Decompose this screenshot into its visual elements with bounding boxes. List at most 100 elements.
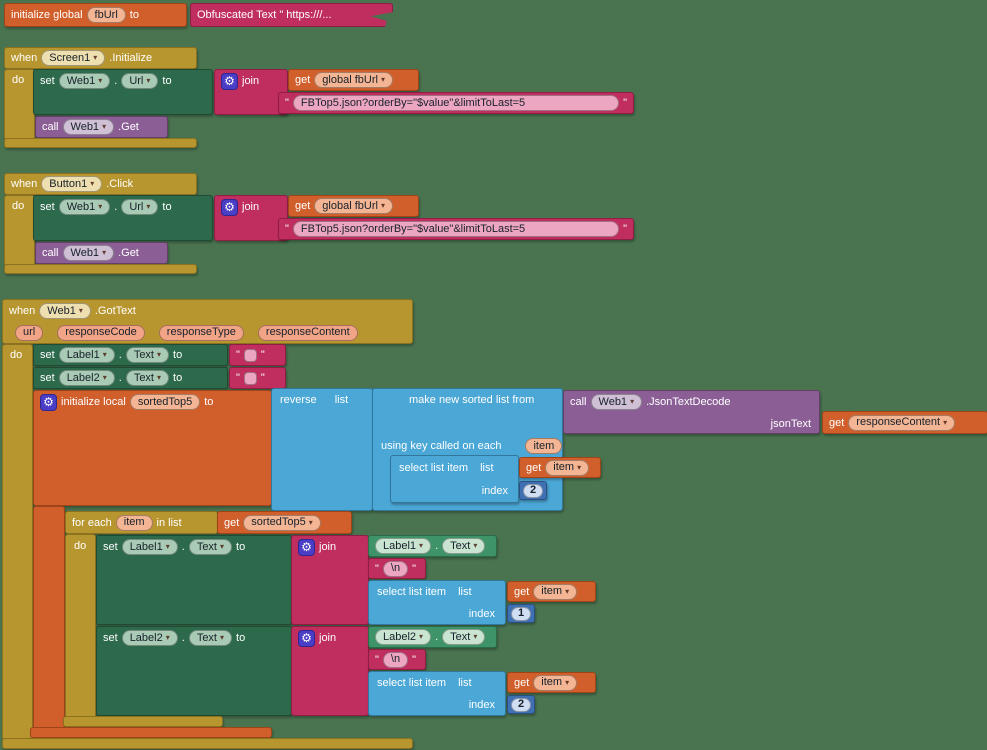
component-dropdown-label1[interactable]: Label1 ▾ bbox=[58, 347, 115, 363]
component-dropdown-web1[interactable]: Web1 ▾ bbox=[62, 245, 115, 261]
mutator-gear-icon[interactable]: ⚙ bbox=[221, 198, 238, 216]
component-dropdown-button1[interactable]: Button1 ▾ bbox=[41, 176, 103, 192]
block-when-web1-gottext[interactable]: when Web1 ▾ .GotText url responseCode res… bbox=[2, 299, 413, 344]
property-dropdown-text[interactable]: Text ▾ bbox=[442, 629, 486, 645]
when-gottext-bottom-bar[interactable] bbox=[2, 738, 413, 749]
property-dropdown-text[interactable]: Text ▾ bbox=[125, 370, 170, 386]
block-set-web1-url-2[interactable]: set Web1 ▾ . Url ▾ to bbox=[33, 195, 213, 241]
variable-dropdown-global-fburl[interactable]: global fbUrl ▾ bbox=[314, 72, 393, 88]
when-screen1-bottom-bar[interactable] bbox=[4, 138, 197, 148]
block-number-2-key[interactable]: 2 bbox=[519, 481, 547, 500]
global-name-field[interactable]: fbUrl bbox=[86, 7, 126, 23]
component-dropdown-web1[interactable]: Web1 ▾ bbox=[58, 73, 111, 89]
property-dropdown-text[interactable]: Text ▾ bbox=[188, 630, 233, 646]
variable-dropdown-item[interactable]: item ▾ bbox=[533, 583, 578, 600]
string-field[interactable]: \n bbox=[382, 560, 409, 577]
block-text-string-url-1[interactable]: " FBTop5.json?orderBy="$value"&limitToLa… bbox=[278, 92, 634, 114]
event-param-responsecontent[interactable]: responseContent bbox=[257, 324, 358, 341]
block-join-2[interactable]: ⚙ join bbox=[214, 195, 288, 241]
event-param-url[interactable]: url bbox=[15, 324, 44, 341]
block-text-string-url-2[interactable]: " FBTop5.json?orderBy="$value"&limitToLa… bbox=[278, 218, 634, 240]
when-button1-bottom-bar[interactable] bbox=[4, 264, 197, 274]
component-dropdown-label1[interactable]: Label1 ▾ bbox=[121, 539, 178, 555]
block-reverse-list[interactable]: reverse list bbox=[271, 388, 373, 511]
block-obfuscated-text[interactable]: Obfuscated Text " https:///... bbox=[190, 3, 393, 27]
event-param-responsetype[interactable]: responseType bbox=[158, 324, 244, 341]
block-number-2[interactable]: 2 bbox=[507, 695, 535, 714]
block-get-item-2[interactable]: get item ▾ bbox=[507, 672, 596, 693]
block-label2-text-getter[interactable]: Label2 ▾ . Text ▾ bbox=[368, 626, 497, 648]
component-dropdown-web1[interactable]: Web1 ▾ bbox=[39, 303, 91, 319]
local-name-field[interactable]: sortedTop5 bbox=[129, 394, 201, 410]
block-foreach-header[interactable]: for each item in list bbox=[65, 511, 218, 534]
component-dropdown-label2[interactable]: Label2 ▾ bbox=[58, 370, 115, 386]
block-call-web1-get-1[interactable]: call Web1 ▾ .Get bbox=[35, 116, 168, 138]
empty-string-field[interactable] bbox=[243, 348, 257, 362]
init-local-bottom-bar[interactable] bbox=[30, 727, 272, 738]
property-dropdown-url[interactable]: Url ▾ bbox=[121, 73, 159, 89]
block-init-local-sortedtop5[interactable]: ⚙ initialize local sortedTop5 to bbox=[33, 390, 272, 506]
string-field[interactable]: FBTop5.json?orderBy="$value"&limitToLast… bbox=[292, 221, 620, 237]
variable-dropdown-sortedtop5[interactable]: sortedTop5 ▾ bbox=[243, 514, 321, 531]
component-dropdown-web1[interactable]: Web1 ▾ bbox=[58, 199, 111, 215]
block-get-global-fburl-1[interactable]: get global fbUrl ▾ bbox=[288, 69, 419, 91]
mutator-gear-icon[interactable]: ⚙ bbox=[40, 393, 57, 411]
foreach-bottom-bar[interactable] bbox=[63, 716, 223, 727]
block-number-1[interactable]: 1 bbox=[507, 604, 535, 623]
when-button1-left-spine[interactable] bbox=[4, 195, 35, 266]
block-join-append1[interactable]: ⚙ join bbox=[291, 535, 369, 625]
when-gottext-left-spine[interactable] bbox=[2, 344, 33, 740]
block-set-label1-append[interactable]: set Label1 ▾ . Text ▾ to bbox=[96, 535, 292, 625]
mutator-gear-icon[interactable]: ⚙ bbox=[298, 629, 315, 647]
key-param-item[interactable]: item bbox=[525, 438, 563, 454]
block-get-responsecontent[interactable]: get responseContent ▾ bbox=[822, 411, 987, 434]
init-local-left-spine[interactable] bbox=[33, 506, 65, 729]
variable-dropdown-global-fburl[interactable]: global fbUrl ▾ bbox=[314, 198, 393, 214]
foreach-left-spine[interactable] bbox=[65, 534, 96, 718]
block-empty-string-1[interactable]: " " bbox=[229, 344, 286, 366]
property-dropdown-text[interactable]: Text ▾ bbox=[442, 538, 486, 554]
loop-param-item[interactable]: item bbox=[115, 514, 153, 531]
component-dropdown-label2[interactable]: Label2 ▾ bbox=[375, 629, 432, 645]
block-set-label1-clear[interactable]: set Label1 ▾ . Text ▾ to bbox=[33, 344, 228, 366]
block-join-1[interactable]: ⚙ join bbox=[214, 69, 288, 115]
component-dropdown-screen1[interactable]: Screen1 ▾ bbox=[41, 50, 106, 66]
variable-dropdown-item[interactable]: item ▾ bbox=[545, 459, 590, 476]
empty-string-field[interactable] bbox=[243, 371, 257, 385]
mutator-gear-icon[interactable]: ⚙ bbox=[298, 538, 315, 556]
block-get-global-fburl-2[interactable]: get global fbUrl ▾ bbox=[288, 195, 419, 217]
block-set-label2-clear[interactable]: set Label2 ▾ . Text ▾ to bbox=[33, 367, 228, 389]
property-dropdown-text[interactable]: Text ▾ bbox=[188, 539, 233, 555]
string-field[interactable]: \n bbox=[382, 651, 409, 668]
component-dropdown-label2[interactable]: Label2 ▾ bbox=[121, 630, 178, 646]
string-field[interactable]: FBTop5.json?orderBy="$value"&limitToLast… bbox=[292, 95, 620, 111]
block-newline-string-2[interactable]: " \n " bbox=[368, 649, 426, 670]
block-get-item-key[interactable]: get item ▾ bbox=[519, 457, 601, 478]
block-select-list-item-key[interactable]: select list item list index bbox=[390, 455, 519, 503]
block-empty-string-2[interactable]: " " bbox=[229, 367, 286, 389]
block-set-web1-url-1[interactable]: set Web1 ▾ . Url ▾ to bbox=[33, 69, 213, 115]
block-set-label2-append[interactable]: set Label2 ▾ . Text ▾ to bbox=[96, 626, 292, 716]
variable-dropdown-responsecontent[interactable]: responseContent ▾ bbox=[848, 414, 956, 431]
component-dropdown-web1[interactable]: Web1 ▾ bbox=[62, 119, 115, 135]
block-get-sortedtop5[interactable]: get sortedTop5 ▾ bbox=[217, 511, 352, 534]
mutator-gear-icon[interactable]: ⚙ bbox=[221, 72, 238, 90]
block-join-append2[interactable]: ⚙ join bbox=[291, 626, 369, 716]
block-call-web1-get-2[interactable]: call Web1 ▾ .Get bbox=[35, 242, 168, 264]
event-param-responsecode[interactable]: responseCode bbox=[57, 324, 145, 341]
number-field[interactable]: 1 bbox=[510, 606, 532, 621]
block-select-list-item-1[interactable]: select list item list index bbox=[368, 580, 506, 625]
when-screen1-left-spine[interactable] bbox=[4, 69, 35, 140]
variable-dropdown-item[interactable]: item ▾ bbox=[533, 674, 578, 691]
number-field[interactable]: 2 bbox=[522, 483, 544, 498]
block-newline-string-1[interactable]: " \n " bbox=[368, 558, 426, 579]
component-dropdown-label1[interactable]: Label1 ▾ bbox=[375, 538, 432, 554]
component-dropdown-web1[interactable]: Web1 ▾ bbox=[590, 394, 643, 410]
block-label1-text-getter[interactable]: Label1 ▾ . Text ▾ bbox=[368, 535, 497, 557]
block-init-global-fburl[interactable]: initialize global fbUrl to bbox=[4, 3, 187, 27]
property-dropdown-text[interactable]: Text ▾ bbox=[125, 347, 170, 363]
number-field[interactable]: 2 bbox=[510, 697, 532, 712]
block-when-screen1-initialize[interactable]: when Screen1 ▾ .Initialize bbox=[4, 47, 197, 69]
block-get-item-1[interactable]: get item ▾ bbox=[507, 581, 596, 602]
